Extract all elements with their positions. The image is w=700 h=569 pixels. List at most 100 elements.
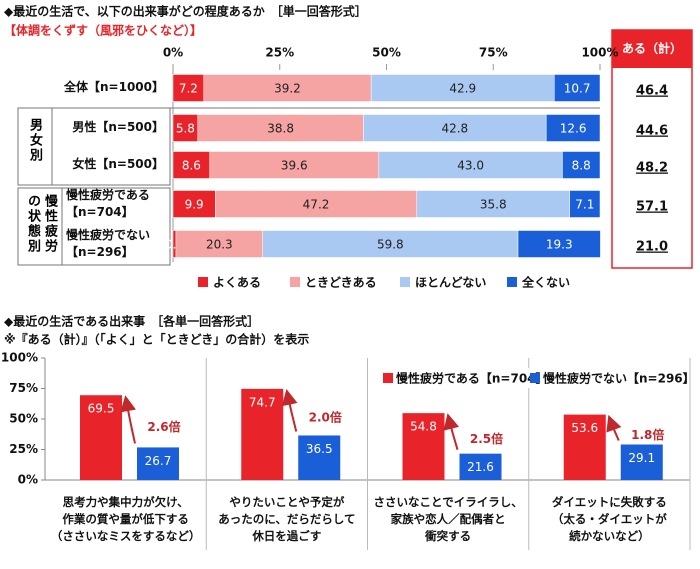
x-tick-label: やりたいことや予定が あったのに、だらだらして 休日を過ごす [218, 495, 356, 543]
row-label: 慢性疲労でない 【n=296】 [66, 228, 151, 259]
legend-swatch [507, 277, 517, 287]
x-tick-label: 0% [163, 46, 183, 60]
legend-swatch [290, 277, 300, 287]
bar-segment [416, 190, 570, 218]
row-label: 慢性疲労である 【n=704】 [66, 188, 150, 219]
totals-header: ある（計） [622, 41, 682, 56]
y-tick-label: 75% [9, 381, 38, 395]
ratio-arrow [281, 388, 298, 432]
data-label: 39.6 [281, 159, 308, 173]
bar [241, 388, 284, 480]
bar-segment [363, 114, 547, 142]
chart-title: ◆最近の生活で、以下の出来事がどの程度あるか ［単一回答形式］ [4, 4, 367, 19]
bar [298, 435, 341, 480]
bar-segment [378, 151, 563, 179]
bar-segment [545, 114, 601, 142]
legend-label: ときどきある [305, 276, 377, 290]
legend-label: 全くない [521, 275, 570, 290]
bar-segment [517, 230, 601, 258]
legend-swatch [383, 373, 393, 383]
bar [137, 447, 179, 480]
data-label: 10.7 [564, 82, 591, 96]
data-label: 35.8 [480, 198, 507, 212]
bar-segment [562, 151, 601, 179]
data-label: 38.8 [267, 122, 294, 136]
data-label: 19.3 [546, 238, 573, 252]
bar-segment [203, 74, 372, 102]
legend-label: 慢性疲労である【n=704】 [396, 371, 548, 386]
x-tick-label: 75% [479, 46, 508, 60]
legend-label: 慢性疲労でない【n=296】 [543, 371, 695, 386]
chart-subtitle: 【体調をくずす（風邪をひくなど）】 [4, 23, 202, 38]
ratio-label: 1.8倍 [631, 427, 664, 442]
x-tick-label: 50% [372, 46, 401, 60]
bar-segment [209, 151, 380, 179]
y-tick-label: 25% [9, 442, 38, 456]
legend-swatch [400, 277, 410, 287]
chart-subtitle: ※『ある（計）』（「よく」と「ときどき」の合計）を表示 [4, 332, 309, 347]
y-tick-label: 50% [9, 412, 38, 426]
ratio-label: 2.5倍 [470, 431, 503, 446]
data-label: 29.1 [628, 451, 655, 465]
data-label: 69.5 [88, 402, 115, 416]
data-label: 42.8 [441, 122, 468, 136]
data-label: 26.7 [145, 454, 172, 468]
data-label: 36.5 [306, 442, 333, 456]
data-label: 7.2 [179, 82, 198, 96]
data-label: 9.9 [185, 198, 204, 212]
data-label: 5.8 [176, 122, 195, 136]
ratio-label: 2.0倍 [309, 410, 342, 425]
bar-segment [197, 114, 364, 142]
legend-label: ほとんどない [415, 276, 486, 290]
group-label: 慢性疲労の状態別 [25, 194, 57, 254]
data-label: 42.9 [449, 82, 476, 96]
group-label: 男女別 [27, 118, 42, 163]
data-label: 8.8 [572, 159, 591, 173]
data-label: 54.8 [410, 420, 437, 434]
legend-label: よくある [213, 276, 261, 290]
bar-segment [569, 190, 601, 218]
bar [459, 453, 502, 480]
total-value: 44.6 [636, 124, 668, 139]
data-label: 53.6 [571, 421, 598, 435]
total-value: 48.2 [636, 161, 668, 176]
legend-swatch [530, 373, 540, 383]
data-label: 21.6 [467, 460, 494, 474]
x-tick-label: 25% [265, 46, 294, 60]
data-label: 43.0 [457, 159, 484, 173]
total-value: 46.4 [636, 84, 668, 99]
data-label: 39.2 [274, 82, 301, 96]
ratio-arrow [606, 414, 622, 441]
ratio-label: 2.6倍 [147, 419, 180, 434]
total-value: 21.0 [636, 240, 668, 255]
x-tick-label: 100% [581, 46, 618, 60]
row-label: 女性【n=500】 [72, 157, 164, 171]
bar-segment [262, 230, 519, 258]
data-label: 74.7 [249, 395, 276, 409]
totals-header-bg [612, 30, 692, 68]
x-tick-label: ささいなことでイライラし、 家族や恋人／配偶者と 衝突する [373, 495, 523, 543]
total-value: 57.1 [636, 200, 668, 215]
bar [620, 444, 663, 480]
y-tick-label: 100% [1, 351, 38, 365]
bar [563, 414, 606, 480]
x-tick-label: 思考力や集中力が欠け、 作業の質や量が低下する （ささいなミスをするなど） [50, 495, 201, 543]
data-label: 59.8 [377, 238, 404, 252]
data-label: 20.3 [206, 238, 233, 252]
bar [80, 395, 122, 480]
bar-segment [172, 114, 199, 142]
bar-segment [554, 74, 601, 102]
row-label: 男性【n=500】 [72, 120, 164, 134]
ratio-arrow [443, 413, 460, 450]
bar [402, 413, 445, 480]
y-tick-label: 0% [18, 473, 38, 487]
chart-title: ◆最近の生活である出来事 ［各単一回答形式］ [4, 314, 259, 329]
group-box [17, 187, 171, 266]
data-label: 12.6 [560, 122, 587, 136]
bar-segment [172, 74, 204, 102]
row-label: 全体【n=1000】 [64, 80, 164, 94]
data-label: 8.6 [182, 159, 201, 173]
legend-swatch [198, 277, 208, 287]
